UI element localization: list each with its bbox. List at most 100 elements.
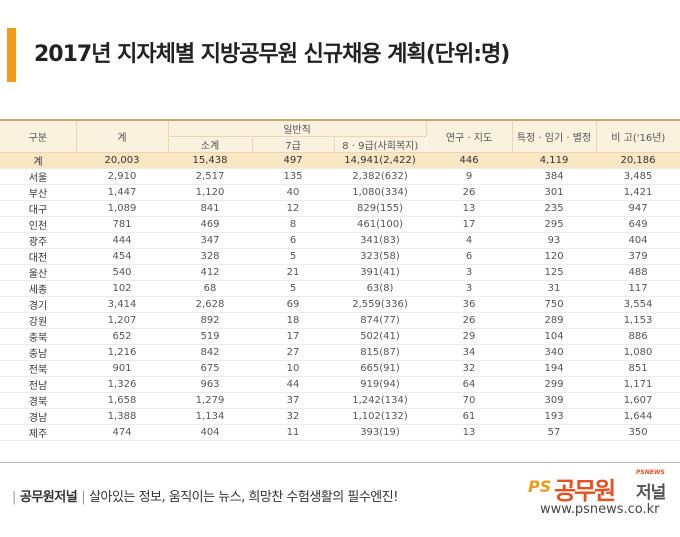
cell-research: 61 bbox=[426, 408, 513, 425]
cell-total: 1,326 bbox=[76, 376, 168, 393]
cell-total: 652 bbox=[76, 328, 168, 345]
cell-total: 540 bbox=[76, 264, 168, 281]
cell-special: 120 bbox=[512, 248, 597, 265]
cell-total: 1,089 bbox=[76, 200, 168, 217]
cell-total: 1,388 bbox=[76, 408, 168, 425]
cell-special: 193 bbox=[512, 408, 597, 425]
cell-research: 34 bbox=[426, 344, 513, 361]
logo-ps-mark: PS bbox=[528, 477, 552, 496]
cell-compare: 3,554 bbox=[596, 296, 680, 313]
cell-special: 235 bbox=[512, 200, 597, 217]
page-title: 2017년 지자체별 지방공무원 신규채용 계획(단위:명) bbox=[34, 42, 510, 67]
cell-grade89: 461(100) bbox=[334, 216, 427, 233]
cell-research: 26 bbox=[426, 312, 513, 329]
cell-grade7: 44 bbox=[252, 376, 334, 393]
cell-grade7: 69 bbox=[252, 296, 334, 313]
cell-total: 2,910 bbox=[76, 168, 168, 185]
cell-grade7: 27 bbox=[252, 344, 334, 361]
cell-special: 295 bbox=[512, 216, 597, 233]
footer-brand: 공무원저널 bbox=[19, 490, 78, 505]
cell-subtotal: 347 bbox=[168, 232, 252, 249]
cell-subtotal: 1,120 bbox=[168, 184, 252, 201]
cell-grade89: 829(155) bbox=[334, 200, 427, 217]
cell-region: 충북 bbox=[0, 328, 76, 345]
cell-research: 3 bbox=[426, 264, 513, 281]
header-region: 구분 bbox=[0, 120, 77, 153]
cell-region: 서울 bbox=[0, 168, 76, 185]
cell-subtotal: 328 bbox=[168, 248, 252, 265]
cell-region: 광주 bbox=[0, 232, 76, 249]
cell-subtotal: 412 bbox=[168, 264, 252, 281]
cell-grade7: 11 bbox=[252, 424, 334, 441]
header-grade7: 7급 bbox=[252, 136, 335, 153]
cell-research: 36 bbox=[426, 296, 513, 313]
cell-grade7: 40 bbox=[252, 184, 334, 201]
footer-separator-left: | bbox=[12, 490, 16, 505]
cell-total: 444 bbox=[76, 232, 168, 249]
table-header: 구분 계 일반직 연구 · 지도 특정 · 임기 · 별정 비 고('16년) … bbox=[0, 120, 680, 153]
table-row: 대구 1,089 841 12 829(155) 13 235 947 bbox=[0, 200, 680, 217]
cell-special: 125 bbox=[512, 264, 597, 281]
cell-total: 3,414 bbox=[76, 296, 168, 313]
cell-grade89: 919(94) bbox=[334, 376, 427, 393]
cell-total: 454 bbox=[76, 248, 168, 265]
table-row: 울산 540 412 21 391(41) 3 125 488 bbox=[0, 264, 680, 281]
cell-special: 340 bbox=[512, 344, 597, 361]
cell-compare: 1,080 bbox=[596, 344, 680, 361]
cell-grade7: 5 bbox=[252, 248, 334, 265]
cell-region: 경남 bbox=[0, 408, 76, 425]
cell-compare: 3,485 bbox=[596, 168, 680, 185]
cell-region: 인천 bbox=[0, 216, 76, 233]
cell-compare: 379 bbox=[596, 248, 680, 265]
cell-subtotal: 963 bbox=[168, 376, 252, 393]
cell-compare: 886 bbox=[596, 328, 680, 345]
cell-research: 32 bbox=[426, 360, 513, 377]
cell-subtotal: 1,279 bbox=[168, 392, 252, 409]
recruitment-table-container: 구분 계 일반직 연구 · 지도 특정 · 임기 · 별정 비 고('16년) … bbox=[0, 119, 680, 441]
table-row: 경남 1,388 1,134 32 1,102(132) 61 193 1,644 bbox=[0, 408, 680, 425]
header-subtotal: 소계 bbox=[168, 136, 253, 153]
cell-grade7: 135 bbox=[252, 168, 334, 185]
table-row: 충북 652 519 17 502(41) 29 104 886 bbox=[0, 328, 680, 345]
cell-subtotal: 469 bbox=[168, 216, 252, 233]
recruitment-table: 구분 계 일반직 연구 · 지도 특정 · 임기 · 별정 비 고('16년) … bbox=[0, 119, 680, 441]
cell-region: 대구 bbox=[0, 200, 76, 217]
cell-compare: 1,153 bbox=[596, 312, 680, 329]
table-body: 계 20,003 15,438 497 14,941(2,422) 446 4,119 20,… bbox=[0, 152, 680, 441]
cell-grade89: 2,559(336) bbox=[334, 296, 427, 313]
cell-subtotal: 892 bbox=[168, 312, 252, 329]
cell-research: 3 bbox=[426, 280, 513, 297]
site-url: www.psnews.co.kr bbox=[540, 502, 660, 517]
cell-special: 750 bbox=[512, 296, 597, 313]
cell-research: 26 bbox=[426, 184, 513, 201]
cell-compare: 947 bbox=[596, 200, 680, 217]
cell-subtotal: 1,134 bbox=[168, 408, 252, 425]
cell-compare: 1,607 bbox=[596, 392, 680, 409]
cell-grade7: 17 bbox=[252, 328, 334, 345]
logo-small-text: PSNEWS bbox=[636, 469, 665, 476]
table-row-total: 계 20,003 15,438 497 14,941(2,422) 446 4,119 20,… bbox=[0, 152, 680, 169]
cell-research: 446 bbox=[426, 152, 513, 169]
cell-region: 계 bbox=[0, 152, 76, 169]
cell-compare: 117 bbox=[596, 280, 680, 297]
psnews-logo: PS 공무원 PSNEWS 저널 bbox=[528, 469, 678, 505]
cell-grade89: 815(87) bbox=[334, 344, 427, 361]
cell-compare: 1,171 bbox=[596, 376, 680, 393]
title-bar: 2017년 지자체별 지방공무원 신규채용 계획(단위:명) bbox=[0, 0, 680, 84]
cell-grade89: 1,242(134) bbox=[334, 392, 427, 409]
cell-research: 13 bbox=[426, 424, 513, 441]
header-general: 일반직 bbox=[168, 120, 427, 137]
cell-grade7: 18 bbox=[252, 312, 334, 329]
header-special: 특정 · 임기 · 별정 bbox=[512, 120, 597, 153]
cell-special: 31 bbox=[512, 280, 597, 297]
cell-compare: 851 bbox=[596, 360, 680, 377]
footer-slogan: 살아있는 정보, 움직이는 뉴스, 희망찬 수험생활의 필수엔진! bbox=[89, 490, 398, 505]
cell-grade89: 1,102(132) bbox=[334, 408, 427, 425]
cell-grade89: 63(8) bbox=[334, 280, 427, 297]
cell-total: 901 bbox=[76, 360, 168, 377]
cell-compare: 350 bbox=[596, 424, 680, 441]
footer-slogan-line: | 공무원저널 | 살아있는 정보, 움직이는 뉴스, 희망찬 수험생활의 필수엔진! bbox=[8, 486, 398, 505]
cell-grade7: 32 bbox=[252, 408, 334, 425]
cell-region: 전북 bbox=[0, 360, 76, 377]
cell-region: 울산 bbox=[0, 264, 76, 281]
